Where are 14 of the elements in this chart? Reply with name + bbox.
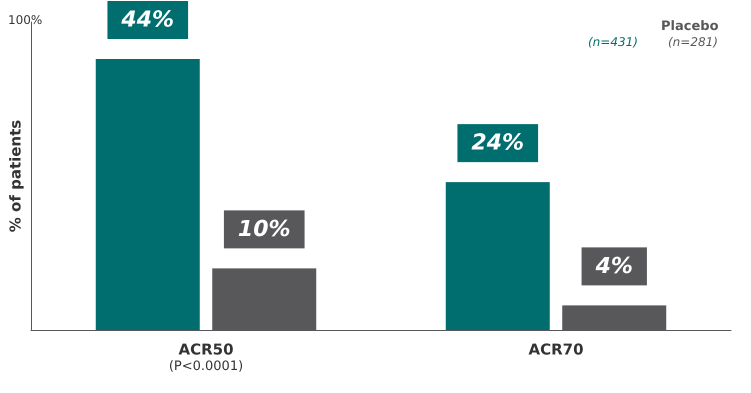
data-label: 10% (238, 216, 291, 242)
data-label: 44% (120, 7, 174, 32)
x-tick-label: ACR50 (178, 340, 234, 358)
text: (n=281) (668, 35, 718, 49)
data-label: 24% (471, 130, 524, 156)
text: (n=431) (588, 35, 638, 49)
bar (96, 58, 200, 330)
text: 100% (8, 13, 42, 27)
bar (446, 182, 550, 330)
x-tick-label: ACR70 (528, 340, 584, 358)
data-label: 4% (594, 254, 633, 279)
y-axis-title: % of patients (6, 120, 24, 232)
text: Placebo (661, 19, 719, 34)
text: (P<0.0001) (168, 359, 244, 374)
